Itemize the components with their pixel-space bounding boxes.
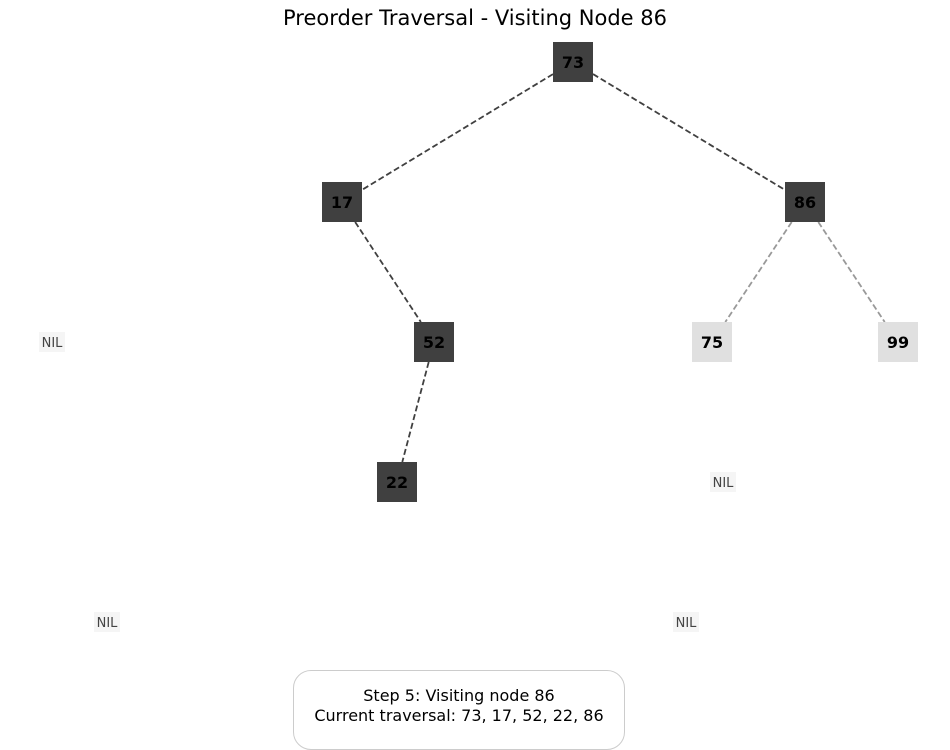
node-label: 86 [794, 193, 816, 212]
status-box: Step 5: Visiting node 86 Current travers… [293, 670, 625, 750]
tree-node-17: 17 [322, 182, 362, 222]
node-box [553, 42, 593, 82]
node-box [414, 322, 454, 362]
nil-box [94, 612, 120, 632]
nil-box [39, 332, 65, 352]
edge-n86-n99 [817, 221, 886, 323]
step-text: Step 5: Visiting node 86 [363, 686, 555, 705]
nil-label: NIL [710, 472, 736, 492]
node-label: 99 [887, 333, 909, 352]
node-box [322, 182, 362, 222]
tree-node-73: 73 [553, 42, 593, 82]
tree-node-22: 22 [377, 462, 417, 502]
node-box [692, 322, 732, 362]
edge-n17-n52 [354, 221, 422, 323]
traversal-text: Current traversal: 73, 17, 52, 22, 86 [314, 706, 604, 725]
tree-node-75: 75 [692, 322, 732, 362]
node-label: 22 [386, 473, 408, 492]
edge-n73-n17 [361, 73, 554, 191]
nil-label: NIL [94, 612, 120, 632]
node-label: 52 [423, 333, 445, 352]
edge-n86-n75 [724, 221, 793, 323]
node-label: 73 [562, 53, 584, 72]
edge-n73-n86 [592, 73, 786, 191]
nil-text: NIL [676, 616, 698, 631]
nil-label: NIL [39, 332, 65, 352]
nil-box [710, 472, 736, 492]
nil-label: NIL [673, 612, 699, 632]
tree-node-86: 86 [785, 182, 825, 222]
nil-text: NIL [42, 336, 64, 351]
nil-box [673, 612, 699, 632]
node-box [878, 322, 918, 362]
node-label: 75 [701, 333, 723, 352]
nil-text: NIL [97, 616, 119, 631]
diagram-title: Preorder Traversal - Visiting Node 86 [283, 6, 667, 30]
tree-diagram: NIL NIL NIL NIL 73 17 86 52 75 99 22 [39, 42, 918, 632]
tree-node-99: 99 [878, 322, 918, 362]
node-box [377, 462, 417, 502]
node-box [785, 182, 825, 222]
node-label: 17 [331, 193, 353, 212]
edge-n52-n22 [401, 361, 430, 463]
nil-text: NIL [713, 476, 735, 491]
tree-node-52: 52 [414, 322, 454, 362]
